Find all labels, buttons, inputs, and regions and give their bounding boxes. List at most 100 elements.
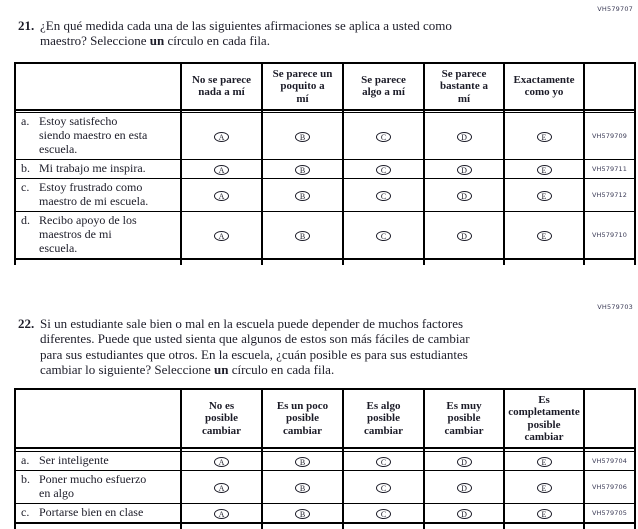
answer-circle-c[interactable]: C: [376, 132, 391, 143]
gap-cell: [15, 448, 181, 452]
answer-circle-a[interactable]: A: [214, 132, 229, 143]
gap-cell: [423, 109, 504, 114]
question-21-prompt: 21. ¿En qué medida cada una de las sigui…: [18, 18, 578, 49]
answer-circle-b[interactable]: B: [295, 508, 310, 519]
answer-circle-a[interactable]: A: [214, 230, 229, 241]
question-21-response-table: No se parece nada a mí Se parece un poqui…: [14, 62, 636, 265]
answer-circle-d[interactable]: D: [456, 191, 472, 202]
answer-circle-b[interactable]: B: [295, 165, 310, 176]
row-statement: d. Recibo apoyo de los maestros de mi esc…: [15, 211, 181, 260]
question-21-text-end: círculo en cada fila.: [164, 33, 270, 49]
gap-cell: [503, 109, 584, 114]
row-letter: b.: [21, 471, 30, 486]
row-statement: a. Ser inteligente: [15, 451, 181, 471]
answer-circle-b[interactable]: B: [295, 230, 310, 241]
answer-circle-a[interactable]: A: [214, 456, 229, 467]
stub-cell: [180, 258, 262, 265]
column-header: Es completamente posible cambiar: [503, 389, 584, 450]
table-row: a. Estoy satisfecho siendo maestro en est…: [15, 112, 635, 161]
question-22-text: Si un estudiante sale bien o mal en la e…: [40, 316, 470, 377]
answer-cell: D: [423, 178, 504, 212]
row-code: VH579704: [583, 451, 635, 471]
answer-cell: A: [180, 211, 262, 260]
stub-cell: [342, 258, 424, 265]
answer-cell: D: [423, 451, 504, 471]
answer-circle-b[interactable]: B: [295, 132, 310, 143]
answer-cell: C: [342, 159, 424, 180]
question-22-response-table: No es posible cambiar Es un poco posible …: [14, 388, 636, 529]
statement-column-header: [15, 63, 181, 111]
gap-cell: [180, 448, 262, 452]
stub-cell: [342, 522, 424, 529]
question-22-prompt: 22. Si un estudiante sale bien o mal en …: [18, 316, 584, 377]
answer-cell: C: [342, 211, 424, 260]
answer-circle-d[interactable]: D: [456, 132, 472, 143]
answer-circle-e[interactable]: E: [536, 191, 552, 202]
gap-cell: [261, 448, 343, 452]
answer-circle-b[interactable]: B: [295, 456, 310, 467]
answer-circle-d[interactable]: D: [456, 165, 472, 176]
question-21-number: 21.: [18, 18, 35, 33]
column-header: Se parece algo a mí: [342, 63, 424, 111]
column-header-label: Se parece bastante a mí: [440, 68, 488, 105]
column-header: Se parece un poquito a mí: [261, 63, 343, 111]
answer-circle-b[interactable]: B: [295, 191, 310, 202]
answer-circle-c[interactable]: C: [376, 191, 391, 202]
answer-circle-d[interactable]: D: [456, 230, 472, 241]
answer-cell: A: [180, 178, 262, 212]
row-statement-text: Ser inteligente: [39, 452, 109, 467]
column-header-label: No se parece nada a mí: [191, 74, 252, 99]
row-letter: d.: [21, 212, 30, 227]
answer-cell: C: [342, 178, 424, 212]
answer-cell: C: [342, 503, 424, 524]
row-code: VH579709: [583, 112, 635, 161]
answer-circle-e[interactable]: E: [536, 508, 552, 519]
answer-cell: B: [261, 178, 343, 212]
answer-circle-e[interactable]: E: [536, 456, 552, 467]
row-statement-text: Recibo apoyo de los maestros de mi escue…: [39, 212, 137, 255]
answer-circle-c[interactable]: C: [376, 482, 391, 493]
answer-circle-d[interactable]: D: [456, 456, 472, 467]
gap-cell: [342, 448, 424, 452]
answer-circle-c[interactable]: C: [376, 230, 391, 241]
stub-cell: [261, 522, 343, 529]
row-statement: c. Estoy frustrado como maestro de mi esc…: [15, 178, 181, 212]
answer-circle-c[interactable]: C: [376, 508, 391, 519]
answer-circle-e[interactable]: E: [536, 165, 552, 176]
answer-circle-e[interactable]: E: [536, 132, 552, 143]
stub-cell: [261, 258, 343, 265]
answer-cell: E: [503, 178, 584, 212]
answer-circle-b[interactable]: B: [295, 482, 310, 493]
column-header-label: Se parece un poquito a mí: [272, 68, 333, 105]
row-code: VH579705: [583, 503, 635, 524]
column-header-label: Es completamente posible cambiar: [508, 394, 580, 443]
answer-circle-c[interactable]: C: [376, 165, 391, 176]
gap-cell: [180, 109, 262, 114]
answer-cell: C: [342, 112, 424, 161]
answer-cell: C: [342, 470, 424, 504]
answer-circle-a[interactable]: A: [214, 165, 229, 176]
row-statement-text: Estoy frustrado como maestro de mi escue…: [39, 180, 149, 209]
statement-column-header: [15, 389, 181, 450]
stub-cell: [423, 258, 504, 265]
row-statement-text: Poner mucho esfuerzo en algo: [39, 471, 147, 500]
answer-cell: C: [342, 451, 424, 471]
row-statement-text: Mi trabajo me inspira.: [39, 161, 146, 176]
answer-circle-e[interactable]: E: [536, 230, 552, 241]
answer-circle-a[interactable]: A: [214, 191, 229, 202]
row-code: VH579710: [583, 211, 635, 260]
answer-circle-a[interactable]: A: [214, 482, 229, 493]
answer-circle-d[interactable]: D: [456, 482, 472, 493]
answer-cell: D: [423, 112, 504, 161]
answer-circle-c[interactable]: C: [376, 456, 391, 467]
code-column-header: [583, 63, 635, 111]
stub-cell: [503, 258, 584, 265]
table-bottom-stubs: [15, 522, 635, 529]
column-header: No se parece nada a mí: [180, 63, 262, 111]
answer-cell: E: [503, 470, 584, 504]
stub-cell: [15, 523, 181, 529]
answer-circle-d[interactable]: D: [456, 508, 472, 519]
answer-cell: E: [503, 211, 584, 260]
answer-circle-a[interactable]: A: [214, 508, 229, 519]
answer-circle-e[interactable]: E: [536, 482, 552, 493]
